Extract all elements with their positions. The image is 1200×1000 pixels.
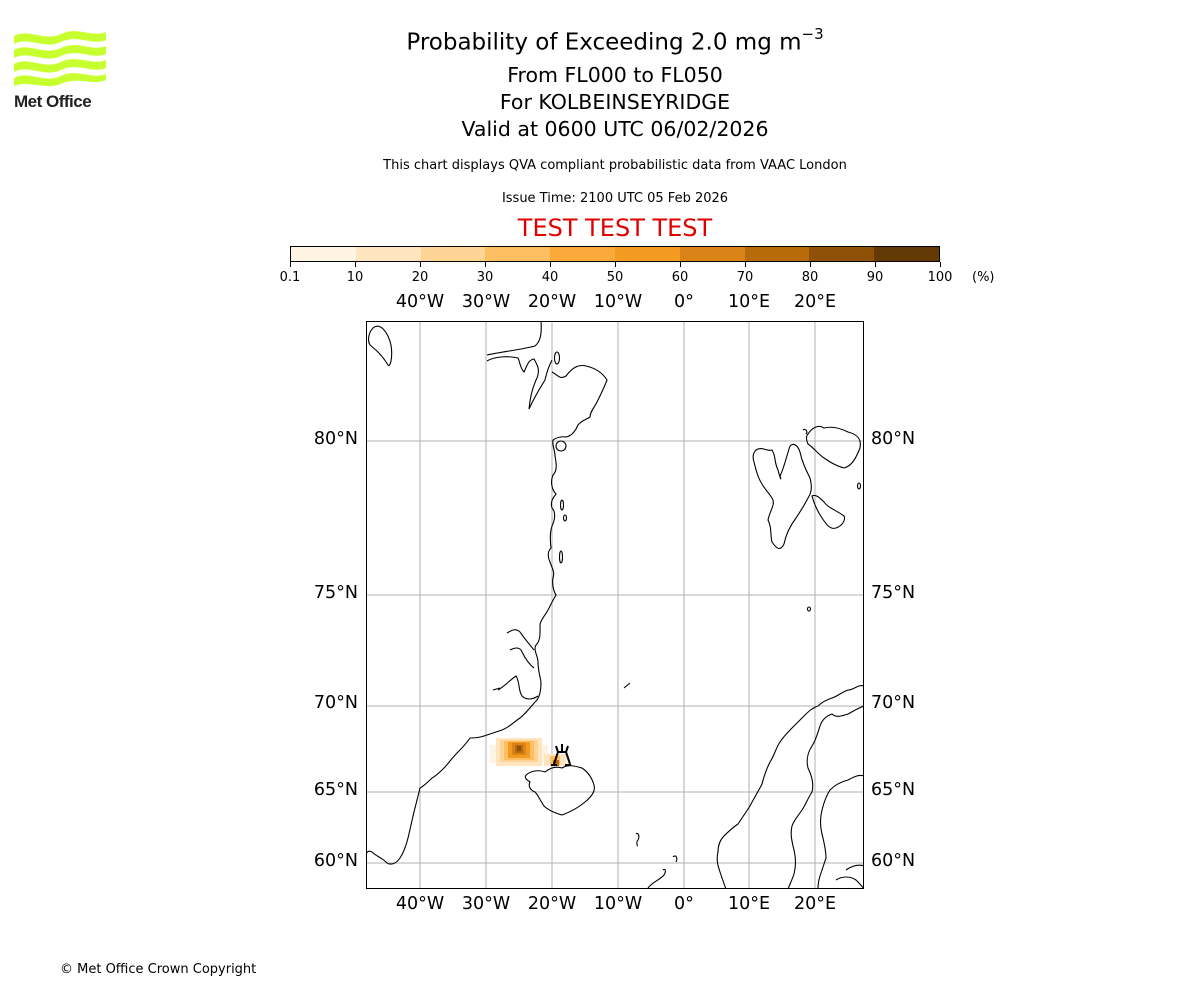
- colorbar-segment: [744, 247, 810, 261]
- colorbar-unit: (%): [972, 270, 995, 285]
- lat-label-left: 65°N: [313, 780, 358, 800]
- colorbar-segment: [355, 247, 421, 261]
- colorbar-tick-label: 20: [411, 270, 429, 285]
- location-title: For KOLBEINSEYRIDGE: [499, 90, 731, 114]
- colorbar-segment: [614, 247, 680, 261]
- test-banner: TEST TEST TEST: [517, 214, 713, 242]
- colorbar-tick-label: 30: [476, 270, 494, 285]
- coastlines: [366, 321, 864, 889]
- colorbar-segment: [679, 247, 745, 261]
- lat-label-right: 75°N: [871, 583, 916, 603]
- lon-label-bottom: 40°W: [395, 894, 445, 914]
- colorbar-tick-label: 10: [346, 270, 364, 285]
- colorbar-tick-label: 80: [801, 270, 819, 285]
- level-range: From FL000 to FL050: [507, 63, 723, 87]
- colorbar-segment: [485, 247, 551, 261]
- colorbar: [290, 246, 940, 262]
- lat-label-right: 70°N: [871, 693, 916, 713]
- colorbar-tick-label: 0.1: [279, 270, 301, 285]
- copyright-notice: © Met Office Crown Copyright: [60, 962, 257, 977]
- colorbar-tick: [485, 262, 486, 267]
- lon-label-top: 0°: [674, 292, 694, 312]
- lat-label-left: 75°N: [313, 583, 358, 603]
- issue-time: Issue Time: 2100 UTC 05 Feb 2026: [501, 191, 729, 206]
- lon-label-bottom: 20°E: [793, 894, 837, 914]
- colorbar-tick: [940, 262, 941, 267]
- lon-label-bottom: 20°W: [527, 894, 577, 914]
- lon-label-bottom: 0°: [674, 894, 694, 914]
- colorbar-tick-label: 90: [866, 270, 884, 285]
- colorbar-tick-label: 60: [671, 270, 689, 285]
- ash-probability-plume: [490, 738, 566, 766]
- colorbar-tick-label: 50: [606, 270, 624, 285]
- lon-label-top: 20°W: [527, 292, 577, 312]
- lon-label-top: 10°W: [593, 292, 643, 312]
- colorbar-segment: [809, 247, 875, 261]
- title-superscript: −3: [801, 25, 824, 43]
- met-office-logo: Met Office: [14, 30, 108, 112]
- colorbar-tick: [355, 262, 356, 267]
- colorbar-segment: [874, 247, 939, 261]
- colorbar-tick: [420, 262, 421, 267]
- chart-title: Probability of Exceeding 2.0 mg m−3: [0, 25, 1200, 56]
- lat-label-left: 80°N: [313, 429, 358, 449]
- colorbar-tick-label: 100: [927, 270, 953, 285]
- colorbar-tick: [875, 262, 876, 267]
- lon-label-top: 10°E: [727, 292, 771, 312]
- lon-label-top: 40°W: [395, 292, 445, 312]
- colorbar-segment: [550, 247, 615, 261]
- probability-map[interactable]: [366, 321, 864, 889]
- colorbar-tick: [550, 262, 551, 267]
- colorbar-tick: [290, 262, 291, 267]
- lat-label-right: 80°N: [871, 429, 916, 449]
- colorbar-tick-label: 70: [736, 270, 754, 285]
- colorbar-tick-label: 40: [541, 270, 559, 285]
- colorbar-segment: [291, 247, 356, 261]
- logo-text: Met Office: [14, 92, 92, 111]
- lat-label-right: 60°N: [871, 851, 916, 871]
- valid-time: Valid at 0600 UTC 06/02/2026: [461, 117, 769, 141]
- lon-label-top: 20°E: [793, 292, 837, 312]
- lat-label-right: 65°N: [871, 780, 916, 800]
- colorbar-tick: [615, 262, 616, 267]
- source-note: This chart displays QVA compliant probab…: [383, 158, 847, 173]
- colorbar-tick: [680, 262, 681, 267]
- lon-label-bottom: 10°E: [727, 894, 771, 914]
- colorbar-segment: [420, 247, 486, 261]
- lon-label-bottom: 10°W: [593, 894, 643, 914]
- lon-label-top: 30°W: [461, 292, 511, 312]
- title-text: Probability of Exceeding 2.0 mg m: [406, 29, 802, 56]
- volcano-marker-icon: [551, 744, 571, 766]
- map-frame: [366, 321, 864, 889]
- met-office-wave-icon: [14, 31, 106, 86]
- lat-label-left: 70°N: [313, 693, 358, 713]
- colorbar-tick: [745, 262, 746, 267]
- lat-label-left: 60°N: [313, 851, 358, 871]
- colorbar-tick: [810, 262, 811, 267]
- lon-label-bottom: 30°W: [461, 894, 511, 914]
- map-gridlines: [366, 321, 864, 889]
